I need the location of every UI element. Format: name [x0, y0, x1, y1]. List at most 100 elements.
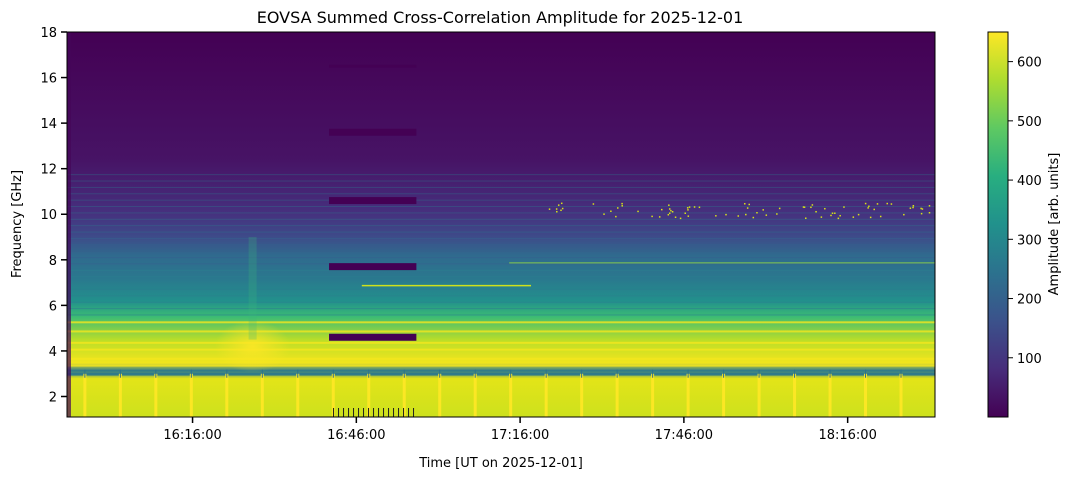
rfi-speckle: [824, 208, 826, 210]
rfi-speckle: [853, 216, 855, 218]
colorbar: 100 200 300 400 500 600 Amplitude [arb. units…: [988, 32, 1062, 417]
rfi-speckle: [929, 212, 931, 214]
frequency-striation: [67, 289, 935, 290]
x-tick-label: 18:16:00: [818, 428, 876, 443]
y-tick-label: 4: [49, 345, 57, 360]
rfi-speckle: [688, 215, 690, 217]
rfi-speckle: [838, 218, 840, 220]
rfi-speckle: [929, 205, 931, 207]
x-tick-label: 17:16:00: [491, 428, 549, 443]
gap-tick: [363, 408, 364, 417]
chart-title: EOVSA Summed Cross-Correlation Amplitude…: [257, 8, 744, 27]
calibration-streak: [829, 374, 832, 417]
rfi-speckle: [621, 205, 623, 207]
calibration-streak: [509, 374, 512, 417]
faint-line: [362, 285, 531, 287]
bright-band-line: [67, 365, 935, 367]
frequency-striation: [67, 225, 935, 226]
rfi-speckle: [779, 208, 781, 210]
y-tick-label: 10: [40, 208, 57, 223]
calibration-streak: [651, 374, 654, 417]
rfi-speckle: [812, 204, 814, 206]
rfi-speckle: [922, 208, 924, 210]
calibration-streak: [225, 374, 228, 417]
frequency-striation: [67, 251, 935, 252]
streak-marker: [475, 370, 476, 378]
streak-marker: [794, 370, 795, 378]
rfi-speckle: [689, 206, 691, 208]
streak-marker: [723, 370, 724, 378]
calibration-streak: [296, 374, 299, 417]
calibration-streak: [83, 374, 86, 417]
rfi-speckle: [753, 217, 755, 219]
rfi-speckle: [556, 211, 558, 213]
calibration-streak: [438, 374, 441, 417]
burst-column: [249, 237, 257, 340]
y-axis-label: Frequency [GHz]: [10, 170, 25, 278]
colorbar-label: Amplitude [arb. units]: [1047, 153, 1062, 296]
gap-tick: [403, 408, 404, 417]
rfi-speckle: [685, 212, 687, 214]
data-gap-block: [329, 65, 416, 68]
data-gap-block: [329, 263, 416, 270]
bright-band-line: [67, 330, 935, 332]
calibration-streak: [900, 374, 903, 417]
gap-tick: [398, 408, 399, 417]
rfi-speckle: [921, 213, 923, 215]
calibration-streak: [545, 374, 548, 417]
frequency-striation: [67, 283, 935, 284]
streak-marker: [84, 370, 85, 378]
frequency-striation: [67, 295, 935, 296]
rfi-speckle: [766, 214, 768, 216]
bright-band-line: [67, 321, 935, 323]
frequency-striation: [67, 244, 935, 245]
rfi-speckle: [839, 215, 841, 217]
rfi-speckle: [558, 204, 560, 206]
gap-tick: [333, 408, 334, 417]
streak-marker: [759, 370, 760, 378]
calibration-streak: [190, 374, 193, 417]
streak-marker: [439, 370, 440, 378]
colorbar-tick-label: 600: [1017, 56, 1042, 71]
gap-tick: [343, 408, 344, 417]
rfi-speckle: [659, 216, 661, 218]
rfi-speckle: [815, 211, 817, 213]
rfi-speckle: [843, 206, 845, 208]
rfi-speckle: [668, 214, 670, 216]
y-tick-label: 16: [40, 72, 57, 87]
frequency-striation: [67, 181, 935, 182]
colorbar-tick-label: 200: [1017, 293, 1042, 308]
rfi-speckle: [832, 212, 834, 214]
gap-tick: [373, 408, 374, 417]
gap-tick: [408, 408, 409, 417]
streak-marker: [262, 370, 263, 378]
rfi-speckle: [867, 207, 869, 209]
calibration-streak: [474, 374, 477, 417]
rfi-speckle: [561, 203, 563, 205]
data-gap-block: [329, 197, 416, 204]
rfi-speckle: [747, 207, 749, 209]
x-axis-label: Time [UT on 2025-12-01]: [418, 456, 583, 471]
rfi-speckle: [670, 210, 672, 212]
rfi-speckle: [873, 209, 875, 211]
rfi-speckle: [675, 216, 677, 218]
rfi-speckle: [858, 214, 860, 216]
gap-tick: [368, 408, 369, 417]
streak-marker: [368, 370, 369, 378]
rfi-speckle: [603, 213, 605, 215]
colorbar-tick-label: 300: [1017, 233, 1042, 248]
frequency-striation: [67, 232, 935, 233]
left-edge-column: [67, 32, 71, 417]
rfi-speckle: [617, 207, 619, 209]
gap-tick: [358, 408, 359, 417]
streak-marker: [155, 370, 156, 378]
y-axis: 24681012141618: [40, 26, 67, 405]
frequency-striation: [67, 200, 935, 201]
calibration-streak: [687, 374, 690, 417]
rfi-speckle: [920, 208, 922, 210]
y-tick-label: 8: [49, 254, 57, 269]
rfi-speckle: [886, 203, 888, 205]
colorbar-tick-label: 100: [1017, 352, 1042, 367]
rfi-speckle: [868, 206, 870, 208]
bright-band-line: [67, 349, 935, 351]
